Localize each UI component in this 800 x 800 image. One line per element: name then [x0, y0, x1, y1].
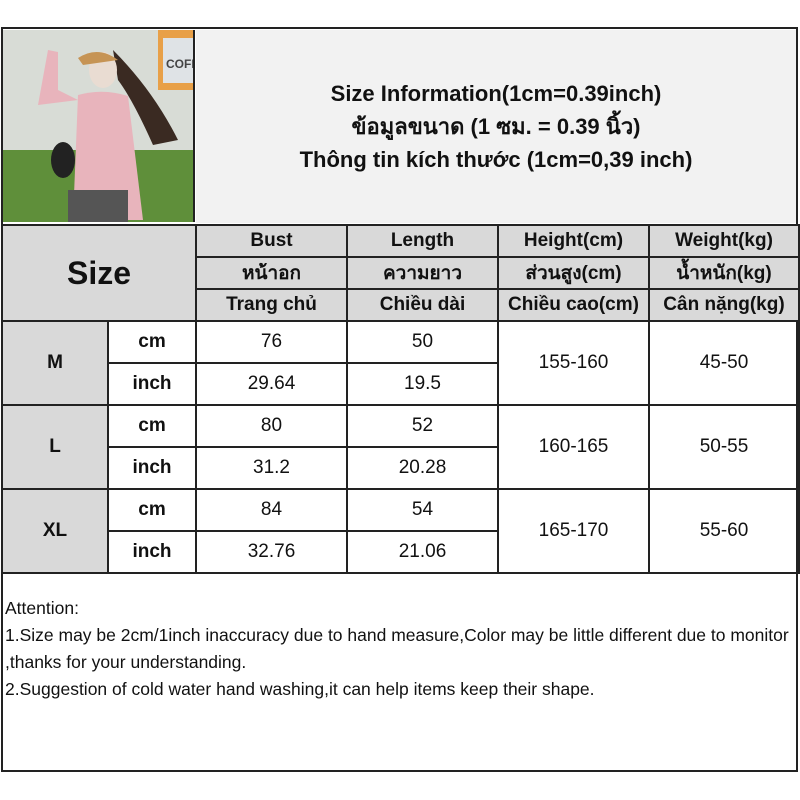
col-bust-vi: Trang chủ — [195, 288, 348, 322]
title-thai: ข้อมูลขนาด (1 ซม. = 0.39 นิ้ว) — [351, 114, 641, 139]
height-range: 165-170 — [497, 488, 650, 574]
size-xl: XL — [1, 488, 109, 574]
bust-inch: 32.76 — [195, 530, 348, 574]
weight-range: 50-55 — [648, 404, 800, 490]
col-height-vi: Chiều cao(cm) — [497, 288, 650, 322]
unit-inch: inch — [107, 530, 197, 574]
unit-inch: inch — [107, 446, 197, 490]
attention-note-1: 1.Size may be 2cm/1inch inaccuracy due t… — [5, 625, 789, 672]
col-weight-vi: Cân nặng(kg) — [648, 288, 800, 322]
height-range: 155-160 — [497, 320, 650, 406]
col-bust-th: หน้าอก — [195, 256, 348, 290]
length-cm: 52 — [346, 404, 499, 448]
length-inch: 21.06 — [346, 530, 499, 574]
col-height-th: ส่วนสูง(cm) — [497, 256, 650, 290]
attention-note-2: 2.Suggestion of cold water hand washing,… — [5, 679, 595, 699]
title-vietnamese: Thông tin kích thước (1cm=0,39 inch) — [299, 147, 693, 172]
bust-cm: 80 — [195, 404, 348, 448]
length-inch: 20.28 — [346, 446, 499, 490]
unit-cm: cm — [107, 320, 197, 364]
col-height-en: Height(cm) — [497, 224, 650, 258]
attention-notes: Attention: 1.Size may be 2cm/1inch inacc… — [5, 595, 795, 703]
unit-cm: cm — [107, 488, 197, 532]
bust-inch: 29.64 — [195, 362, 348, 406]
size-table: Size Bust Length Height(cm) Weight(kg) ห… — [1, 224, 800, 574]
col-length-th: ความยาว — [346, 256, 499, 290]
attention-heading: Attention: — [5, 598, 79, 618]
weight-range: 55-60 — [648, 488, 800, 574]
col-length-vi: Chiều dài — [346, 288, 499, 322]
col-weight-th: น้ำหนัก(kg) — [648, 256, 800, 290]
unit-cm: cm — [107, 404, 197, 448]
bust-inch: 31.2 — [195, 446, 348, 490]
size-m: M — [1, 320, 109, 406]
sign-text: COFI — [166, 57, 193, 71]
unit-inch: inch — [107, 362, 197, 406]
length-inch: 19.5 — [346, 362, 499, 406]
weight-range: 45-50 — [648, 320, 800, 406]
size-header: Size — [1, 224, 197, 322]
size-l: L — [1, 404, 109, 490]
bust-cm: 76 — [195, 320, 348, 364]
col-weight-en: Weight(kg) — [648, 224, 800, 258]
product-photo: COFI — [3, 30, 195, 222]
length-cm: 50 — [346, 320, 499, 364]
size-info-title: Size Information(1cm=0.39inch) ข้อมูลขนา… — [196, 30, 796, 223]
bust-cm: 84 — [195, 488, 348, 532]
title-english: Size Information(1cm=0.39inch) — [330, 81, 662, 106]
height-range: 160-165 — [497, 404, 650, 490]
length-cm: 54 — [346, 488, 499, 532]
col-bust-en: Bust — [195, 224, 348, 258]
col-length-en: Length — [346, 224, 499, 258]
